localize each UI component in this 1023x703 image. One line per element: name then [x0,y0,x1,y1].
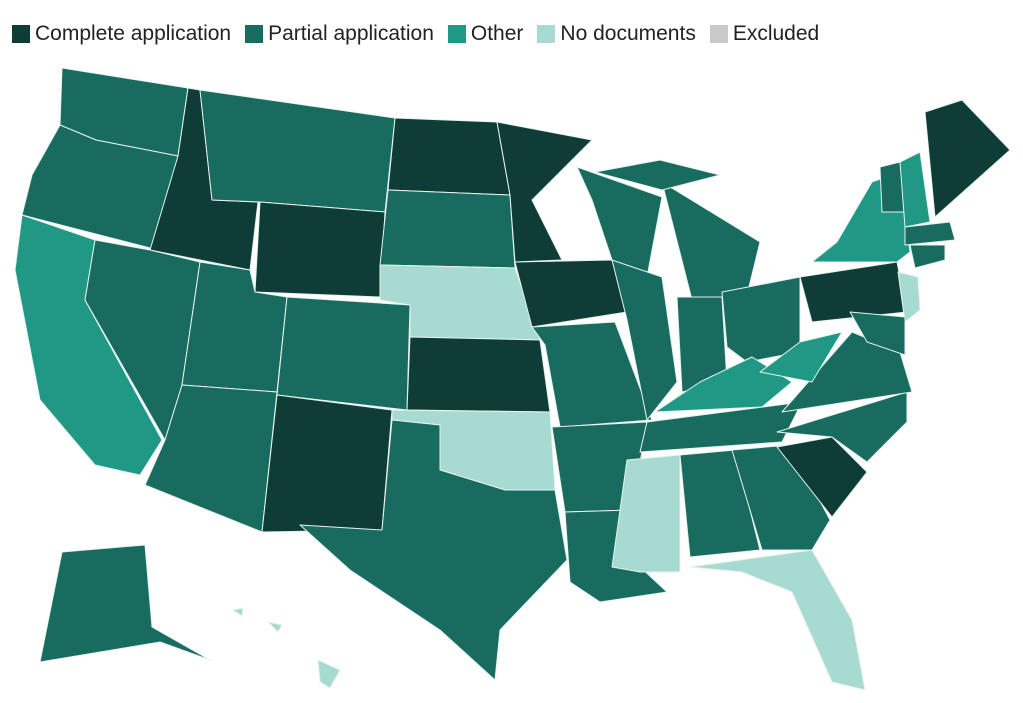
state [897,271,921,323]
legend-label: Complete application [35,22,232,45]
legend: Complete application Partial application O… [12,22,819,46]
legend-swatch [12,25,30,43]
state [759,331,843,383]
state [232,607,244,617]
legend-label: Other [470,22,524,45]
state [199,89,396,213]
state [721,276,801,363]
state [254,201,386,298]
legend-swatch [447,25,466,43]
legend-label: Excluded [732,22,820,45]
state [531,321,653,428]
state [904,221,956,246]
state [276,296,411,411]
state [639,401,803,453]
state [261,394,393,533]
state [144,384,278,533]
state [39,544,211,663]
legend-label: No documents [560,22,696,45]
legend-label: Partial application [268,22,434,45]
state [514,259,628,328]
state [594,159,721,191]
state [924,99,1011,218]
state [731,444,831,551]
state [849,311,906,356]
state [776,391,908,463]
state [661,181,761,301]
state [496,121,593,263]
state [406,336,551,413]
state [299,419,568,681]
state [387,117,511,196]
legend-item: Other [447,22,524,46]
state [909,244,946,269]
legend-item: Complete application [12,22,231,46]
legend-item: Excluded [709,22,820,46]
legend-swatch [709,25,728,43]
state [611,259,678,421]
state [776,436,868,518]
state [267,621,283,633]
legend-item: No documents [537,22,696,46]
state [689,549,866,691]
state [611,454,681,573]
state [899,151,931,228]
state [317,659,341,689]
legend-item: Partial application [245,22,434,46]
legend-swatch [537,25,556,43]
legend-swatch [245,25,264,43]
state [379,189,516,269]
